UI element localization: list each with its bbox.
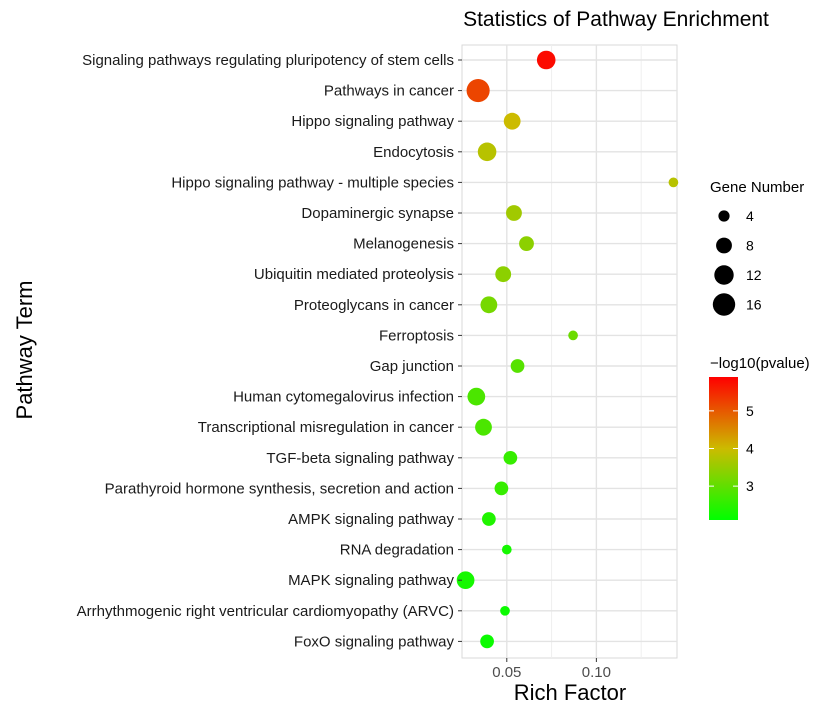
enrichment-point — [477, 142, 497, 162]
size-legend-label: 12 — [746, 267, 762, 283]
pathway-term-label: Signaling pathways regulating pluripoten… — [82, 52, 454, 69]
pathway-term-label: TGF-beta signaling pathway — [266, 450, 454, 467]
pathway-term-label: Ferroptosis — [379, 327, 454, 344]
enrichment-point — [503, 112, 521, 130]
pathway-term-label: Parathyroid hormone synthesis, secretion… — [105, 480, 454, 497]
enrichment-point — [568, 330, 578, 341]
enrichment-point — [503, 450, 518, 465]
size-legend-label: 8 — [746, 238, 754, 254]
size-legend-dot — [714, 265, 734, 285]
point-layer — [456, 50, 679, 649]
pathway-term-label: Arrhythmogenic right ventricular cardiom… — [77, 603, 454, 620]
enrichment-point — [501, 544, 512, 555]
x-axis-title: Rich Factor — [514, 680, 626, 705]
enrichment-point — [519, 236, 534, 252]
pathway-term-label: FoxO signaling pathway — [294, 633, 455, 650]
pathway-term-label: Endocytosis — [373, 144, 454, 161]
y-axis-title: Pathway Term — [12, 281, 37, 420]
size-legend-dot — [718, 210, 730, 222]
enrichment-point — [466, 79, 490, 103]
pathway-term-label: Gap junction — [370, 358, 454, 375]
pathway-term-label: Pathways in cancer — [324, 83, 454, 100]
tick-layer: 0.05 0.10 — [458, 59, 611, 681]
enrichment-point — [480, 296, 498, 314]
pathway-term-label: Ubiquitin mediated proteolysis — [254, 266, 454, 283]
enrichment-point — [506, 205, 522, 221]
size-legend-title: Gene Number — [710, 179, 804, 196]
enrichment-point — [467, 387, 486, 406]
pathway-term-label: Dopaminergic synapse — [301, 205, 454, 222]
pathway-term-label: RNA degradation — [340, 542, 454, 559]
size-legend-dot — [712, 293, 736, 316]
pathway-term-label: AMPK signaling pathway — [288, 511, 454, 528]
size-legend-dot — [716, 237, 732, 254]
pathway-term-label: Proteoglycans in cancer — [294, 297, 454, 314]
pathway-term-label: Hippo signaling pathway — [291, 113, 454, 130]
x-tick-label: 0.10 — [582, 664, 611, 681]
size-legend-label: 4 — [746, 208, 754, 224]
enrichment-point — [500, 605, 510, 616]
chart-title: Statistics of Pathway Enrichment — [463, 8, 769, 31]
color-legend-label: 3 — [746, 478, 754, 494]
enrichment-point — [536, 50, 556, 70]
enrichment-point — [482, 512, 496, 526]
color-legend: −log10(pvalue) 3 4 5 — [709, 355, 810, 520]
enrichment-point — [510, 359, 525, 373]
enrichment-point — [456, 571, 475, 590]
term-label-layer: Signaling pathways regulating pluripoten… — [77, 52, 455, 650]
enrichment-point — [668, 177, 679, 188]
pathway-term-label: MAPK signaling pathway — [288, 572, 454, 589]
enrichment-point — [495, 266, 512, 283]
plot-panel — [461, 44, 678, 659]
pathway-term-label: Hippo signaling pathway - multiple speci… — [171, 174, 454, 191]
size-legend-label: 16 — [746, 297, 762, 313]
enrichment-point — [480, 634, 494, 649]
pathway-term-label: Melanogenesis — [353, 236, 454, 253]
enrichment-point — [475, 418, 492, 436]
size-legend: Gene Number 4 8 12 16 — [710, 179, 804, 316]
pathway-term-label: Transcriptional misregulation in cancer — [198, 419, 454, 436]
enrichment-point — [494, 481, 509, 496]
pathway-term-label: Human cytomegalovirus infection — [233, 389, 454, 406]
color-legend-label: 5 — [746, 403, 754, 419]
color-legend-title: −log10(pvalue) — [710, 355, 810, 372]
x-tick-label: 0.05 — [492, 664, 521, 681]
color-legend-label: 4 — [746, 441, 754, 457]
